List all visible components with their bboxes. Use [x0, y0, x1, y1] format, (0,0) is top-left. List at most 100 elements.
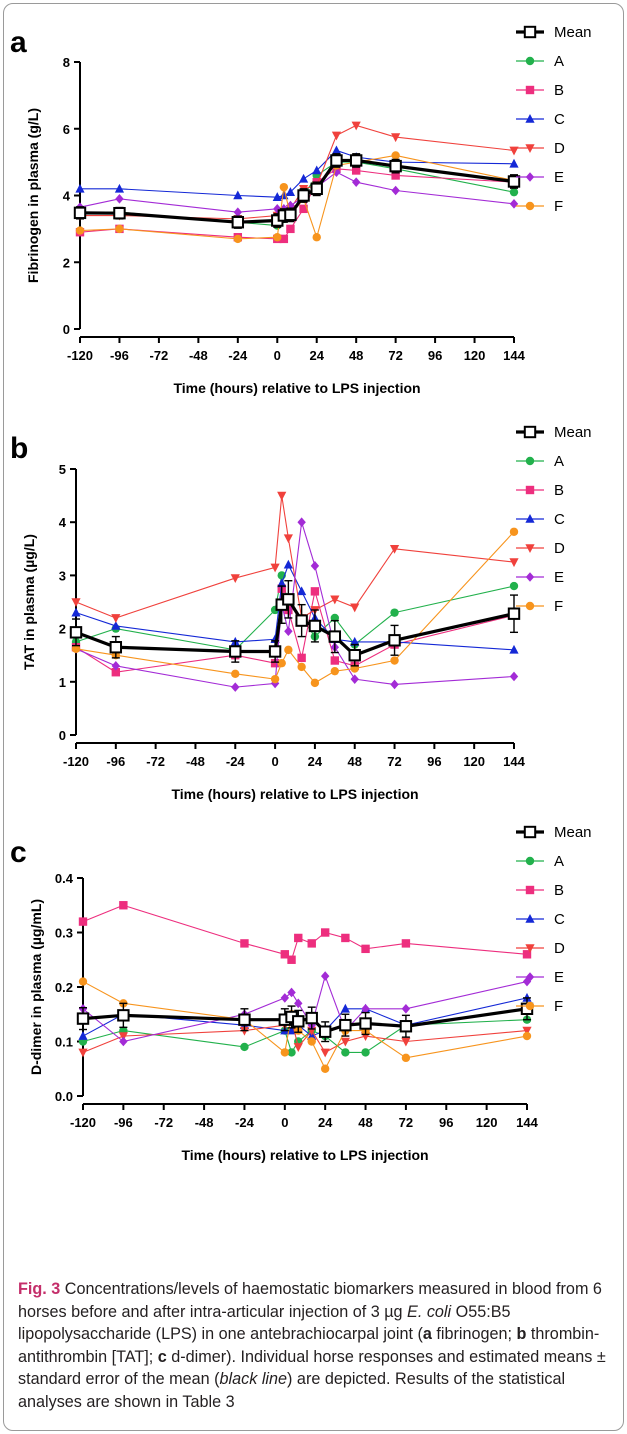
x-tick-label: -72	[154, 1115, 173, 1130]
data-point-c	[350, 636, 360, 646]
x-tick-label: -120	[70, 1115, 96, 1130]
x-tick-label: 144	[516, 1115, 538, 1130]
data-point-e	[350, 674, 359, 684]
data-point-e	[284, 626, 293, 637]
data-point-f	[297, 662, 306, 672]
data-point-b	[286, 224, 295, 234]
legend-label-b: B	[554, 482, 564, 499]
legend-marker-c	[525, 914, 535, 923]
legend-label-f: F	[554, 998, 563, 1015]
legend-marker-d	[525, 944, 535, 953]
data-point-f	[391, 151, 400, 160]
series-e	[71, 517, 519, 692]
legend-label-c: C	[554, 511, 565, 528]
data-point-c	[78, 1031, 88, 1040]
legend-label-c: C	[554, 111, 565, 128]
y-tick-label: 3	[59, 568, 66, 583]
x-tick-label: 72	[387, 754, 401, 769]
y-tick-label: 1	[59, 675, 66, 690]
caption-species: E. coli	[407, 1302, 452, 1321]
data-point-a	[361, 1048, 370, 1057]
data-point-mean	[330, 154, 343, 167]
x-tick-label: 24	[308, 754, 323, 769]
data-point-mean	[113, 206, 126, 220]
figure-frame	[3, 3, 624, 1431]
legend-marker-b	[525, 85, 535, 95]
x-tick-label: 48	[347, 754, 361, 769]
data-point-a	[341, 1048, 350, 1057]
x-tick-label: 24	[318, 1115, 333, 1130]
legend-marker-a	[525, 856, 535, 866]
data-point-f	[280, 1048, 290, 1057]
y-tick-label: 0.2	[55, 980, 73, 995]
data-point-c	[509, 644, 519, 654]
series-mean	[69, 580, 521, 667]
data-point-mean	[399, 1020, 413, 1033]
data-point-c	[277, 578, 287, 588]
data-point-mean	[318, 1025, 332, 1038]
x-tick-label: -96	[110, 348, 129, 363]
caption-text-3: fibrinogen;	[431, 1325, 517, 1343]
data-point-f	[273, 233, 282, 242]
x-tick-label: 0	[274, 348, 281, 363]
data-point-mean	[109, 641, 123, 654]
data-point-d	[350, 603, 360, 613]
series-mean	[73, 153, 521, 229]
panel-letter: c	[10, 836, 27, 869]
x-tick-label: -120	[63, 754, 89, 769]
data-point-mean	[297, 189, 310, 202]
data-point-d	[71, 598, 81, 607]
legend-label-c: C	[554, 911, 565, 928]
x-tick-label: 72	[399, 1115, 413, 1130]
panel-letter: b	[10, 432, 28, 465]
data-point-e	[351, 177, 361, 187]
legend-label-a: A	[554, 53, 564, 70]
data-point-c	[297, 586, 307, 596]
legend-marker-f	[525, 1001, 535, 1011]
y-tick-label: 2	[63, 255, 70, 270]
series-line-e	[82, 975, 528, 1043]
data-point-f	[75, 226, 85, 235]
x-tick-label: -24	[235, 1115, 255, 1130]
data-point-mean	[310, 182, 323, 196]
data-point-b	[330, 656, 340, 665]
data-point-mean	[305, 1011, 318, 1025]
legend-marker-c	[525, 114, 535, 123]
figure-caption: Fig. 3 Concentrations/levels of haemosta…	[18, 1278, 614, 1413]
legend-label-a: A	[554, 853, 564, 870]
y-tick-label: 0.1	[55, 1035, 73, 1050]
data-point-b	[299, 204, 308, 214]
legend-label-e: E	[554, 969, 564, 986]
data-point-c	[283, 559, 293, 569]
data-point-d	[340, 1037, 350, 1047]
data-point-f	[71, 644, 81, 654]
y-tick-label: 0.0	[55, 1089, 73, 1104]
data-point-b	[351, 166, 361, 175]
series-line-b	[82, 904, 528, 961]
data-point-c	[285, 187, 296, 196]
data-point-mean	[231, 216, 245, 229]
data-point-b	[297, 653, 306, 663]
caption-label-a: a	[422, 1325, 432, 1343]
data-point-f	[78, 977, 88, 986]
x-tick-label: -72	[146, 754, 165, 769]
caption-text-1: Concentrations/levels of haemostatic bio…	[18, 1280, 602, 1321]
data-point-b	[391, 171, 400, 180]
data-point-b	[307, 939, 316, 948]
caption-text-5: d-dimer). Individual horse responses and…	[18, 1347, 606, 1389]
y-axis-title: Fibrinogen in plasma (g/L)	[25, 108, 41, 283]
data-point-b	[240, 939, 249, 948]
series-line-f	[79, 154, 515, 240]
legend-marker-e	[525, 972, 535, 982]
data-point-c	[286, 1025, 297, 1035]
series-line-e	[75, 521, 515, 688]
data-point-b	[401, 939, 411, 948]
series-line-d	[75, 495, 515, 619]
caption-black-line: black line	[219, 1370, 288, 1388]
x-tick-label: -72	[150, 348, 169, 363]
data-point-mean	[348, 649, 361, 662]
series-e	[75, 167, 519, 217]
x-tick-label: 96	[427, 754, 441, 769]
